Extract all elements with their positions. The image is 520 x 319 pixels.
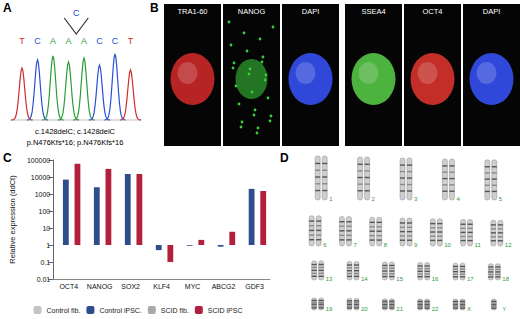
svg-text:11: 11 bbox=[475, 242, 482, 248]
svg-text:3: 3 bbox=[414, 196, 418, 202]
svg-text:17: 17 bbox=[467, 276, 474, 282]
svg-text:c.1428delC; c.1428delC: c.1428delC; c.1428delC bbox=[35, 127, 116, 136]
svg-text:SOX2: SOX2 bbox=[121, 283, 140, 290]
svg-text:8: 8 bbox=[384, 242, 388, 248]
svg-text:DAPI: DAPI bbox=[302, 7, 320, 16]
svg-text:NANOG: NANOG bbox=[87, 283, 113, 290]
svg-text:A: A bbox=[65, 36, 71, 46]
svg-text:C: C bbox=[73, 8, 80, 18]
svg-text:SCID iPSC: SCID iPSC bbox=[208, 307, 243, 314]
svg-text:GDF3: GDF3 bbox=[245, 283, 264, 290]
svg-text:Y: Y bbox=[502, 306, 506, 312]
svg-text:A: A bbox=[50, 36, 56, 46]
svg-text:SCID fib.: SCID fib. bbox=[161, 307, 189, 314]
svg-text:A: A bbox=[81, 36, 87, 46]
svg-text:0.1: 0.1 bbox=[41, 259, 51, 266]
svg-text:7: 7 bbox=[353, 242, 357, 248]
svg-text:D: D bbox=[280, 151, 289, 165]
svg-text:2: 2 bbox=[372, 196, 376, 202]
svg-text:OCT4: OCT4 bbox=[59, 283, 78, 290]
svg-text:TRA1-60: TRA1-60 bbox=[177, 7, 207, 16]
svg-text:5: 5 bbox=[499, 196, 503, 202]
svg-text:1000: 1000 bbox=[35, 191, 51, 198]
svg-text:15: 15 bbox=[396, 276, 403, 282]
svg-text:B: B bbox=[150, 1, 159, 15]
svg-text:20: 20 bbox=[361, 306, 368, 312]
svg-text:14: 14 bbox=[361, 276, 368, 282]
svg-text:10: 10 bbox=[444, 242, 451, 248]
svg-text:21: 21 bbox=[396, 306, 403, 312]
svg-text:MYC: MYC bbox=[185, 283, 201, 290]
svg-text:C: C bbox=[34, 36, 41, 46]
svg-text:T: T bbox=[128, 36, 134, 46]
svg-text:C: C bbox=[96, 36, 103, 46]
svg-text:p.N476Kfs*16; p.N476Kfs*16: p.N476Kfs*16; p.N476Kfs*16 bbox=[27, 138, 124, 147]
svg-text:A: A bbox=[3, 1, 12, 15]
svg-text:C: C bbox=[3, 151, 12, 165]
svg-text:10000: 10000 bbox=[31, 174, 51, 181]
svg-text:10: 10 bbox=[42, 225, 50, 232]
svg-text:4: 4 bbox=[456, 196, 460, 202]
svg-text:DAPI: DAPI bbox=[483, 7, 501, 16]
svg-text:Control iPSC.: Control iPSC. bbox=[99, 307, 141, 314]
svg-text:T: T bbox=[19, 36, 25, 46]
svg-text:13: 13 bbox=[326, 276, 333, 282]
svg-text:1: 1 bbox=[329, 196, 333, 202]
svg-text:X: X bbox=[467, 306, 471, 312]
svg-text:Control fib.: Control fib. bbox=[47, 307, 81, 314]
svg-text:100: 100 bbox=[39, 208, 51, 215]
svg-text:SSEA4: SSEA4 bbox=[361, 7, 385, 16]
svg-text:12: 12 bbox=[505, 242, 512, 248]
svg-text:ABCG2: ABCG2 bbox=[212, 283, 236, 290]
svg-text:NANOG: NANOG bbox=[238, 7, 266, 16]
svg-text:OCT4: OCT4 bbox=[422, 7, 442, 16]
svg-text:0.01: 0.01 bbox=[37, 276, 51, 283]
svg-text:1: 1 bbox=[46, 242, 50, 249]
svg-text:9: 9 bbox=[414, 242, 418, 248]
svg-text:Relative expression (ddCt): Relative expression (ddCt) bbox=[8, 175, 17, 264]
svg-text:100000: 100000 bbox=[27, 157, 50, 164]
svg-text:22: 22 bbox=[432, 306, 439, 312]
svg-text:C: C bbox=[112, 36, 119, 46]
svg-text:KLF4: KLF4 bbox=[153, 283, 170, 290]
svg-text:18: 18 bbox=[502, 276, 509, 282]
svg-text:19: 19 bbox=[326, 306, 333, 312]
svg-text:16: 16 bbox=[432, 276, 439, 282]
svg-text:6: 6 bbox=[323, 242, 327, 248]
